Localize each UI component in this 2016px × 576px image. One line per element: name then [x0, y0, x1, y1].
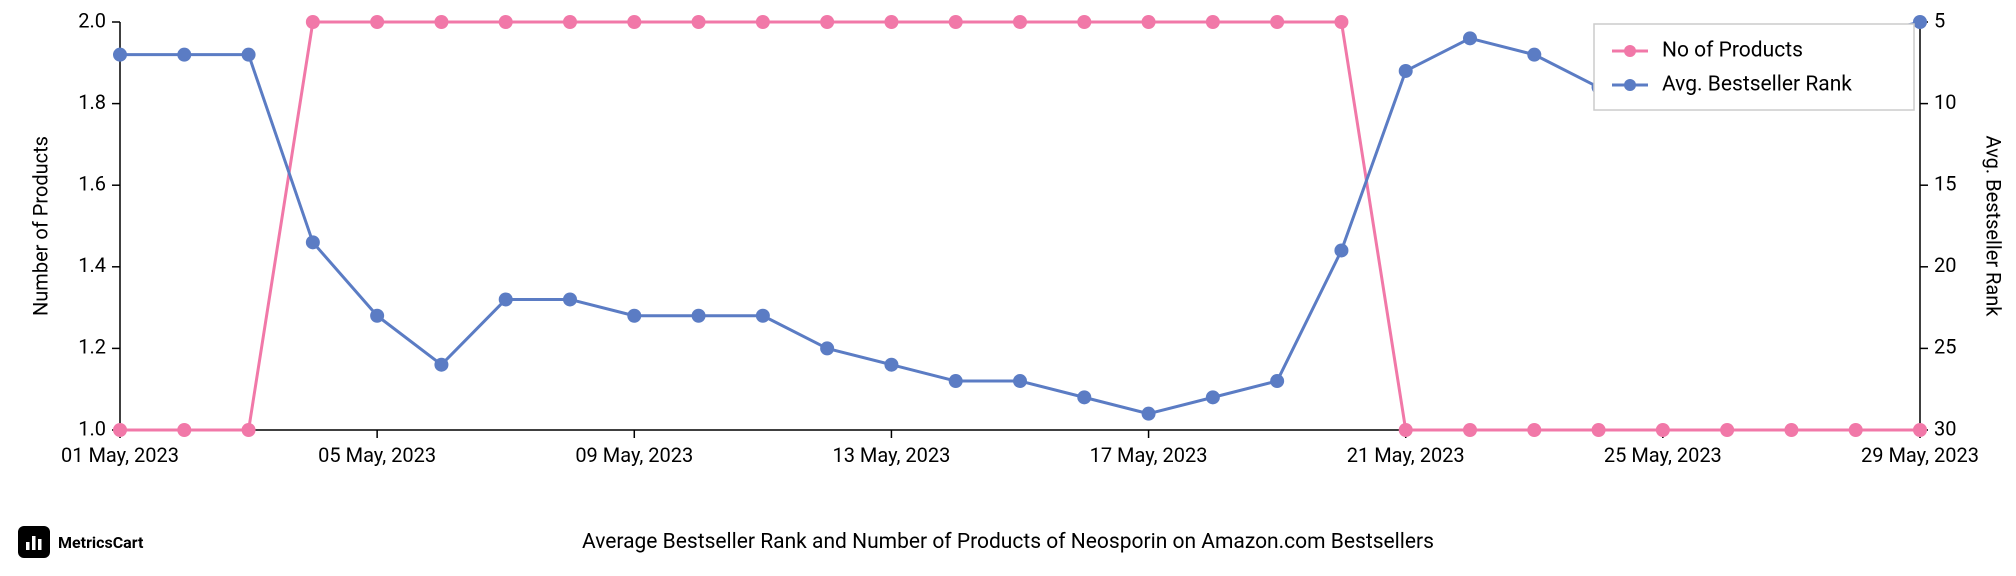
legend-swatch-marker	[1624, 45, 1636, 57]
series-marker	[1656, 423, 1670, 437]
series-marker	[820, 15, 834, 29]
x-tick-label: 21 May, 2023	[1347, 443, 1465, 467]
series-marker	[1463, 423, 1477, 437]
series-marker	[627, 309, 641, 323]
series-marker	[1399, 64, 1413, 78]
series-marker	[306, 15, 320, 29]
series-marker	[1334, 243, 1348, 257]
series-marker	[1527, 423, 1541, 437]
series-marker	[1206, 15, 1220, 29]
series-marker	[756, 309, 770, 323]
series-marker	[1720, 423, 1734, 437]
y-left-tick-label: 1.4	[78, 253, 106, 277]
series-marker	[1334, 15, 1348, 29]
y-left-tick-label: 2.0	[78, 8, 106, 32]
y-left-tick-label: 1.8	[78, 90, 106, 114]
series-marker	[242, 423, 256, 437]
x-tick-label: 17 May, 2023	[1090, 443, 1208, 467]
legend-label: Avg. Bestseller Rank	[1662, 73, 1852, 97]
series-marker	[1784, 423, 1798, 437]
chart-caption: Average Bestseller Rank and Number of Pr…	[582, 530, 1434, 554]
legend-label: No of Products	[1662, 39, 1803, 63]
series-marker	[563, 15, 577, 29]
y-right-tick-label: 30	[1934, 416, 1956, 440]
series-marker	[306, 235, 320, 249]
series-marker	[1206, 390, 1220, 404]
y-left-axis-label: Number of Products	[28, 136, 52, 316]
series-marker	[949, 374, 963, 388]
series-marker	[499, 292, 513, 306]
series-marker	[1270, 374, 1284, 388]
y-right-tick-label: 15	[1934, 171, 1956, 195]
x-tick-label: 05 May, 2023	[318, 443, 436, 467]
series-marker	[1849, 423, 1863, 437]
branding-name: MetricsCart	[58, 533, 143, 552]
series-marker	[949, 15, 963, 29]
series-marker	[1142, 407, 1156, 421]
y-left-tick-label: 1.2	[78, 335, 106, 359]
bars-icon	[24, 532, 44, 552]
x-tick-label: 13 May, 2023	[832, 443, 950, 467]
series-marker	[177, 48, 191, 62]
x-tick-label: 09 May, 2023	[575, 443, 693, 467]
x-tick-label: 25 May, 2023	[1604, 443, 1722, 467]
series-marker	[113, 423, 127, 437]
y-right-tick-label: 20	[1934, 253, 1956, 277]
y-right-tick-label: 10	[1934, 90, 1956, 114]
series-marker	[692, 15, 706, 29]
series-marker	[884, 15, 898, 29]
series-marker	[1077, 15, 1091, 29]
y-left-tick-label: 1.6	[78, 171, 106, 195]
y-right-tick-label: 5	[1934, 8, 1945, 32]
series-marker	[499, 15, 513, 29]
series-marker	[820, 341, 834, 355]
logo-icon	[18, 526, 50, 558]
series-marker	[370, 309, 384, 323]
series-marker	[242, 48, 256, 62]
series-marker	[884, 358, 898, 372]
series-marker	[113, 48, 127, 62]
series-marker	[434, 358, 448, 372]
series-marker	[1527, 48, 1541, 62]
chart-container: 1.0 1.2 1.4 1.6 1.8 2.0 Number of Products 5 10 1…	[0, 0, 2016, 576]
x-tick-label: 29 May, 2023	[1861, 443, 1979, 467]
series-marker	[1013, 15, 1027, 29]
y-right-axis-label: Avg. Bestseller Rank	[1982, 136, 2006, 318]
chart-svg: 1.0 1.2 1.4 1.6 1.8 2.0 Number of Products 5 10 1…	[0, 0, 2016, 576]
y-right-tick-label: 25	[1934, 335, 1956, 359]
series-marker	[177, 423, 191, 437]
series-marker	[370, 15, 384, 29]
series-marker	[627, 15, 641, 29]
x-tick-label: 01 May, 2023	[61, 443, 179, 467]
legend-swatch-marker	[1624, 79, 1636, 91]
y-left-tick-label: 1.0	[78, 416, 106, 440]
series-marker	[1913, 15, 1927, 29]
series-marker	[692, 309, 706, 323]
legend-box	[1594, 24, 1914, 110]
branding: MetricsCart	[18, 526, 143, 558]
series-marker	[563, 292, 577, 306]
series-marker	[1270, 15, 1284, 29]
series-marker	[1077, 390, 1091, 404]
series-marker	[756, 15, 770, 29]
series-marker	[1463, 31, 1477, 45]
series-marker	[1399, 423, 1413, 437]
series-marker	[434, 15, 448, 29]
series-marker	[1913, 423, 1927, 437]
series-marker	[1142, 15, 1156, 29]
series-marker	[1013, 374, 1027, 388]
series-marker	[1592, 423, 1606, 437]
